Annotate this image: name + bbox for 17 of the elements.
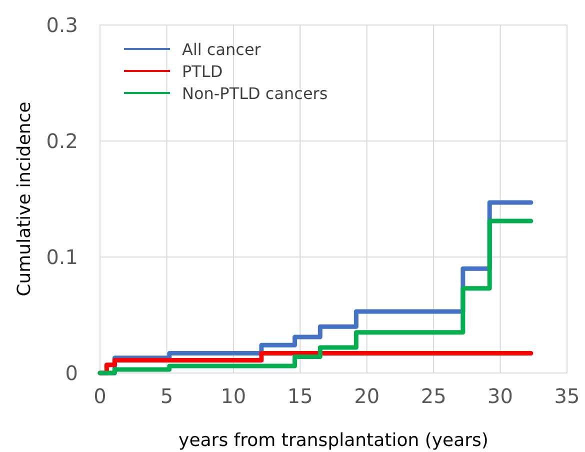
y-tick-label: 0.1 xyxy=(46,245,78,269)
y-tick-label: 0.2 xyxy=(46,129,78,153)
x-tick-label: 5 xyxy=(160,384,174,408)
x-tick-label: 20 xyxy=(354,384,380,408)
x-tick-label: 0 xyxy=(94,384,106,408)
x-tick-label: 35 xyxy=(554,384,580,408)
y-tick-label: 0.3 xyxy=(46,13,78,37)
x-axis-title: years from transplantation (years) xyxy=(178,430,488,451)
legend-label: Non-PTLD cancers xyxy=(182,84,328,103)
y-tick-label: 0 xyxy=(65,361,78,385)
x-tick-label: 30 xyxy=(488,384,514,408)
x-tick-label: 10 xyxy=(220,384,246,408)
x-tick-label: 25 xyxy=(420,384,446,408)
x-tick-label: 15 xyxy=(287,384,313,408)
y-axis-title: Cumulative incidence xyxy=(14,102,35,296)
legend-label: PTLD xyxy=(182,62,223,81)
legend-label: All cancer xyxy=(182,40,262,59)
